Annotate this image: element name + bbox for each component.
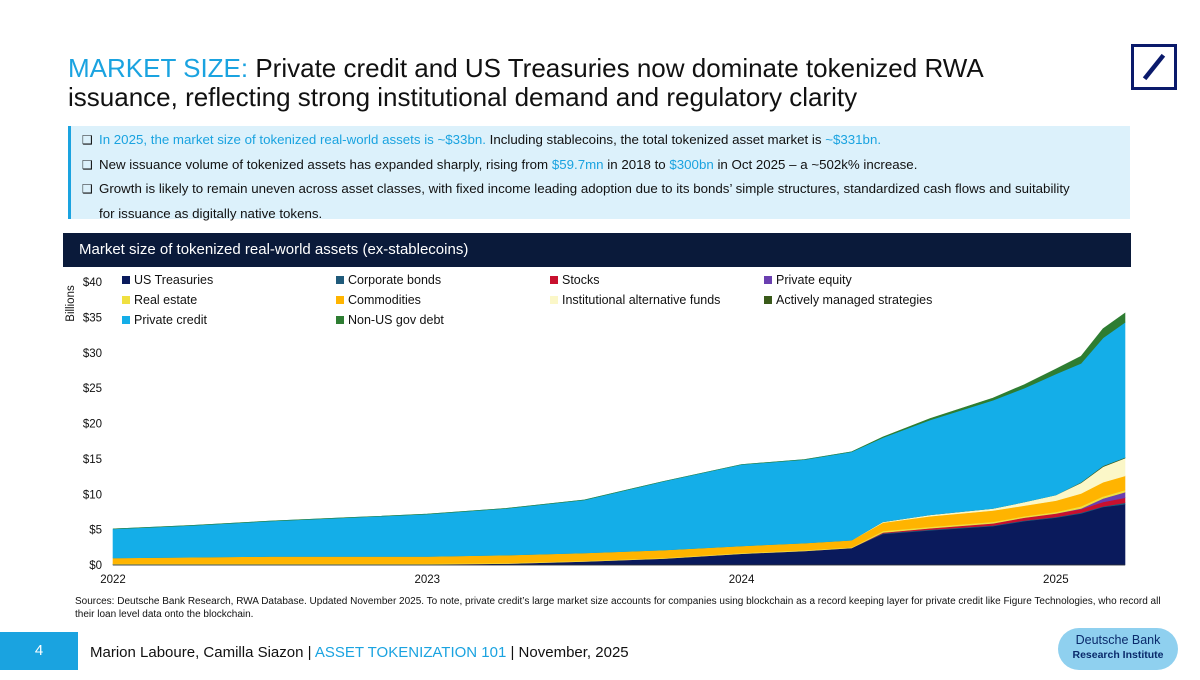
bullet-3-line-1: Growth is likely to remain uneven across… [99, 181, 1070, 196]
legend-label: Actively managed strategies [776, 293, 932, 307]
legend-swatch [122, 316, 130, 324]
legend-swatch [550, 296, 558, 304]
y-tick-label: $40 [83, 277, 102, 289]
legend-label: Stocks [562, 273, 600, 287]
bullet-2-pre: New issuance volume of tokenized assets … [99, 156, 552, 172]
legend-label: Non-US gov debt [348, 313, 444, 327]
page-number: 4 [0, 632, 78, 670]
legend-label: Private credit [134, 313, 207, 327]
checkbox-bullet-icon: ❑ [82, 133, 93, 147]
page-title: MARKET SIZE: Private credit and US Treas… [68, 54, 1068, 112]
checkbox-bullet-icon: ❑ [82, 157, 93, 172]
y-tick-label: $5 [89, 525, 102, 537]
bullet-3: ❑ Growth is likely to remain uneven acros… [82, 177, 1130, 202]
market-size-chart: $0 $5 $10 $15 $20 $25 $30 $35 $40 Billions 2022 202… [65, 273, 1126, 586]
bullet-2-post: in Oct 2025 – a ~502k% increase. [713, 156, 918, 172]
key-points-accent-bar [68, 126, 71, 219]
bullet-1-highlight: In 2025, the market size of tokenized re… [99, 132, 486, 147]
legend-swatch [122, 276, 130, 284]
bullet-2-value-2: $300bn [669, 156, 714, 172]
chart-title-bar: Market size of tokenized real-world asse… [63, 233, 1131, 267]
badge-line-1: Deutsche Bank [1075, 633, 1161, 647]
legend-label: Institutional alternative funds [562, 293, 720, 307]
badge-line-2: Research Institute [1072, 649, 1164, 661]
bullet-3-line-2: for issuance as digitally native tokens. [99, 205, 323, 221]
bullet-3-continued: for issuance as digitally native tokens. [82, 202, 1130, 227]
area-series-9 [112, 312, 1126, 530]
y-tick-label: $15 [83, 454, 102, 466]
y-tick-label: $35 [83, 312, 102, 324]
legend-swatch [550, 276, 558, 284]
x-tick-label: 2022 [100, 574, 126, 586]
bullet-1-value: ~$331bn. [825, 132, 882, 147]
legend-swatch [336, 276, 344, 284]
legend-swatch [122, 296, 130, 304]
bullet-2-mid: in 2018 to [603, 156, 670, 172]
footer-credits: Marion Laboure, Camilla Siazon | ASSET T… [90, 644, 629, 661]
legend-label: US Treasuries [134, 273, 213, 287]
legend-label: Private equity [776, 273, 852, 287]
title-rest: Private credit and US Treasuries now dom… [68, 53, 983, 112]
checkbox-bullet-icon: ❑ [82, 182, 93, 196]
footer-series: ASSET TOKENIZATION 101 [314, 644, 507, 661]
deutsche-bank-logo-icon [1131, 44, 1177, 90]
y-tick-label: $10 [83, 489, 102, 501]
footer-authors: Marion Laboure, Camilla Siazon | [90, 644, 315, 661]
y-tick-label: $25 [83, 383, 102, 395]
legend-label: Real estate [134, 293, 197, 307]
y-tick-label: $20 [83, 419, 102, 431]
legend-swatch [336, 296, 344, 304]
y-tick-label: $30 [83, 348, 102, 360]
legend-label: Commodities [348, 293, 421, 307]
x-tick-label: 2023 [414, 574, 440, 586]
legend-swatch [336, 316, 344, 324]
title-highlight: MARKET SIZE: [68, 53, 249, 83]
bullet-2: ❑ New issuance volume of tokenized assets… [82, 153, 1130, 178]
legend-swatch [764, 296, 772, 304]
deutsche-bank-research-badge: Deutsche Bank Research Institute [1058, 628, 1178, 670]
legend-swatch [764, 276, 772, 284]
bullet-1-text: Including stablecoins, the total tokeniz… [485, 132, 826, 147]
legend-label: Corporate bonds [348, 273, 441, 287]
x-tick-label: 2025 [1043, 574, 1069, 586]
footer-date: | November, 2025 [506, 644, 629, 661]
y-axis-title: Billions [65, 285, 77, 322]
bullet-2-value-1: $59.7mn [551, 156, 604, 172]
sources-note: Sources: Deutsche Bank Research, RWA Dat… [75, 596, 1161, 620]
bullet-1: ❑ In 2025, the market size of tokenized r… [82, 128, 1130, 153]
x-tick-label: 2024 [729, 574, 755, 586]
key-points-box: ❑ In 2025, the market size of tokenized r… [68, 126, 1130, 221]
y-tick-label: $0 [89, 560, 102, 572]
